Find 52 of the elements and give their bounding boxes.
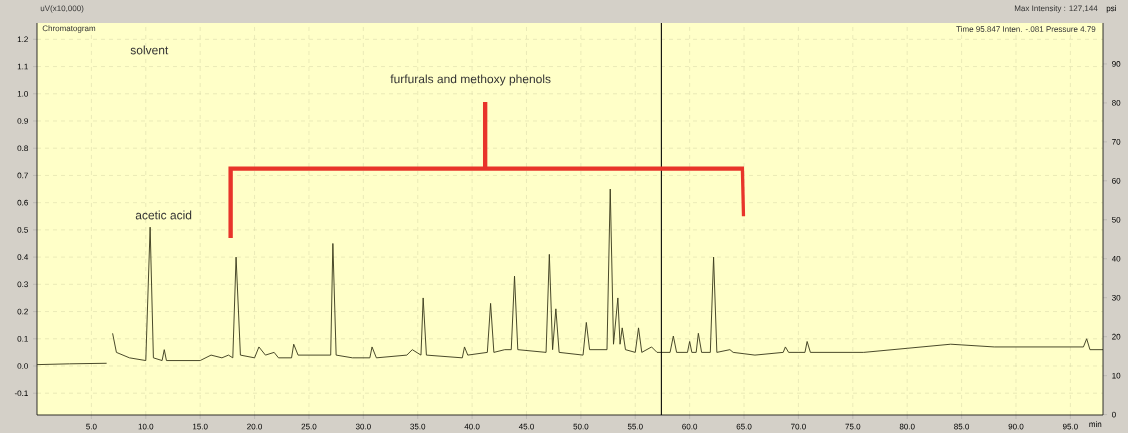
- x-tick-label: 10.0: [138, 423, 154, 430]
- y-tick-label: 0.0: [17, 363, 28, 369]
- x-axis-title: min: [1089, 421, 1102, 427]
- x-tick-label: 75.0: [845, 423, 861, 430]
- y-tick-label: 0.2: [17, 308, 28, 315]
- y2-axis-title: psi: [1106, 5, 1116, 13]
- x-tick-label: 60.0: [682, 423, 698, 430]
- x-tick-label: 20.0: [247, 423, 263, 430]
- y-tick-label: 0.1: [17, 336, 28, 342]
- x-tick-label: 85.0: [954, 423, 970, 430]
- x-tick-label: 15.0: [192, 423, 208, 430]
- y-tick-label: 0.8: [17, 145, 28, 152]
- text: uV(x10,000): [40, 5, 84, 13]
- y-tick-label: 1.0: [17, 91, 28, 97]
- x-tick-label: 80.0: [899, 423, 915, 430]
- annotation: furfurals and methoxy phenols: [390, 74, 551, 86]
- x-tick-label: 35.0: [410, 423, 426, 430]
- x-tick-label: 50.0: [573, 423, 589, 430]
- y-tick-label: 0.7: [17, 172, 28, 179]
- y2-tick-label: 70: [1112, 139, 1121, 145]
- x-tick-label: 25.0: [301, 423, 317, 430]
- x-tick-label: 90.0: [1008, 423, 1024, 430]
- y2-tick-label: 60: [1112, 178, 1121, 184]
- y-tick-label: -0.1: [14, 390, 28, 397]
- y2-tick-label: 30: [1112, 294, 1121, 301]
- x-tick-label: 5.0: [86, 423, 97, 430]
- annotation: Chromatogram: [42, 25, 96, 33]
- y-tick-label: 1.2: [17, 36, 28, 43]
- y2-tick-label: 10: [1112, 372, 1121, 379]
- y-tick-label: 0.3: [17, 281, 28, 288]
- annotation: Time 95.847 Inten. -.081 Pressure 4.79: [956, 26, 1096, 33]
- text: Max Intensity : 127,144: [1014, 5, 1098, 13]
- y2-tick-label: 80: [1112, 100, 1121, 106]
- x-tick-label: 65.0: [736, 423, 752, 430]
- y-tick-label: 0.6: [17, 199, 28, 206]
- y2-tick-label: 20: [1112, 333, 1121, 340]
- y2-tick-label: 90: [1112, 61, 1121, 67]
- y-tick-label: 0.4: [17, 254, 29, 261]
- y-tick-label: 1.1: [17, 63, 28, 70]
- x-tick-label: 30.0: [355, 423, 371, 430]
- y-tick-label: 0.5: [17, 227, 28, 233]
- x-tick-label: 40.0: [464, 423, 480, 430]
- x-tick-label: 55.0: [627, 423, 643, 430]
- x-tick-label: 45.0: [518, 423, 534, 430]
- y2-tick-label: 50: [1112, 217, 1121, 223]
- annotation: solvent: [130, 45, 169, 55]
- y-tick-label: 0.9: [17, 118, 28, 124]
- x-tick-label: 70.0: [791, 423, 806, 430]
- y2-tick-label: 40: [1111, 256, 1121, 262]
- y2-tick-label: 0: [1112, 411, 1116, 418]
- x-tick-label: 95.0: [1062, 423, 1078, 430]
- annotation: acetic acid: [135, 210, 192, 220]
